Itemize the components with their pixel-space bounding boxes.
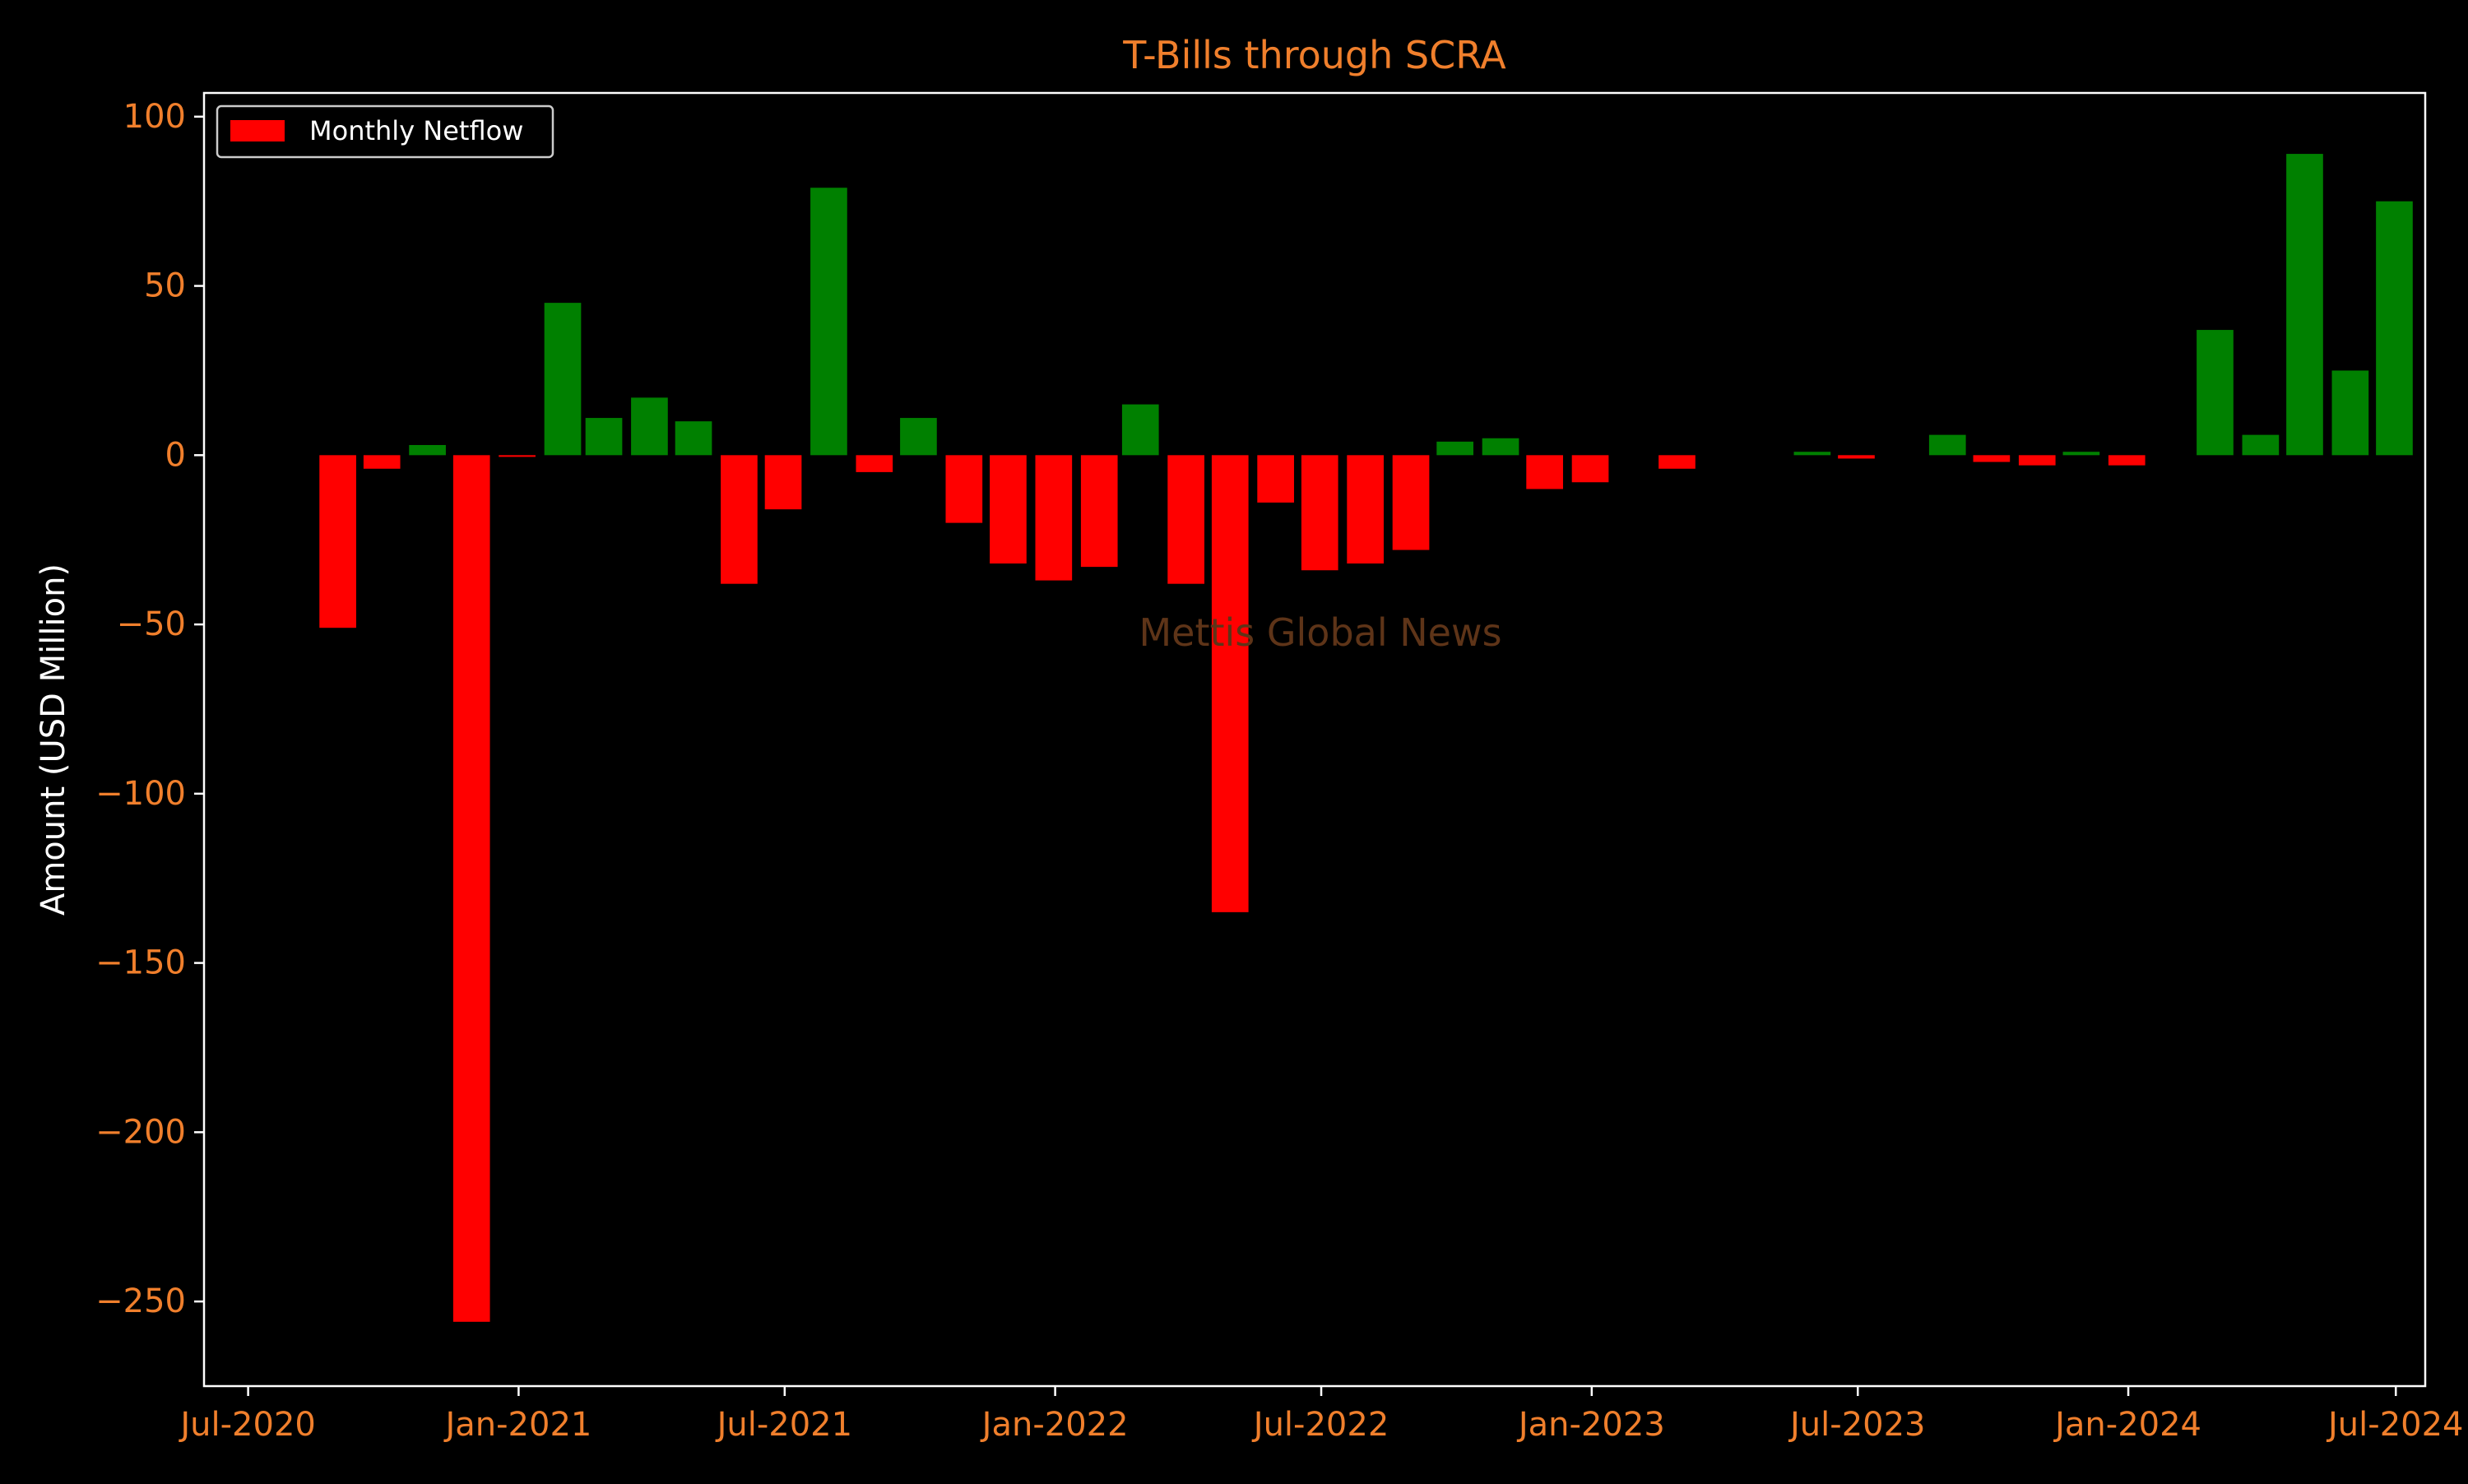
bar-2024-02-29 [2197,330,2234,456]
bar-2023-06-30 [1838,455,1875,459]
bar-2022-03-31 [1167,455,1204,584]
bar-2022-04-30 [1211,455,1249,912]
x-tick-label: Jul-2020 [178,1406,316,1444]
legend-box [216,104,554,159]
y-tick-label: 100 [123,98,186,136]
bar-2022-06-30 [1301,455,1338,571]
x-tick-label: Jan-2023 [1516,1406,1665,1444]
bar-2022-10-31 [1482,438,1519,456]
bar-2020-08-31 [319,455,356,628]
x-tick-label: Jul-2024 [2326,1406,2464,1444]
chart-title: T-Bills through SCRA [1122,33,1506,77]
bar-2023-02-28 [1658,455,1696,469]
legend-label: Monthly Netflow [309,115,523,146]
bar-2021-07-31 [810,188,847,456]
bar-2023-09-30 [1973,455,2011,462]
legend: Monthly Netflow [216,104,554,159]
y-ticks-group: 100 50 0 −50 −100 −150 −200 −250 [95,98,204,1320]
bar-2022-12-31 [1571,455,1609,483]
x-tick-label: Jul-2022 [1251,1406,1389,1444]
bar-2021-10-31 [945,455,983,523]
y-tick-label: −100 [95,775,186,813]
bar-2024-06-30 [2376,201,2413,456]
legend-swatch [230,120,285,141]
y-tick-label: −200 [95,1113,186,1151]
x-tick-label: Jan-2024 [2053,1406,2201,1444]
bar-2022-07-31 [1347,455,1384,564]
bar-2021-03-31 [631,397,668,456]
bar-2022-02-28 [1121,404,1159,456]
bar-2024-03-31 [2242,434,2280,456]
bar-2024-05-31 [2331,370,2369,456]
bar-2023-11-30 [2062,452,2100,456]
bar-2020-09-30 [363,455,401,469]
bar-2020-11-30 [452,455,490,1322]
bar-2021-05-31 [721,455,758,584]
x-tick-label: Jul-2023 [1788,1406,1926,1444]
x-ticks-group: Jul-2020 Jan-2021 Jul-2021 Jan-2022 Jul-2022… [178,1386,2464,1444]
bar-2023-12-31 [2108,455,2146,466]
x-tick-label: Jan-2022 [980,1406,1129,1444]
y-tick-label: 0 [165,436,186,474]
bar-2020-10-31 [409,444,446,456]
bars-group [319,154,2413,1322]
bar-2021-04-30 [675,421,712,456]
bar-2021-01-31 [544,303,582,456]
y-axis-label: Amount (USD Million) [35,563,72,916]
bar-2023-08-31 [1928,434,1966,456]
bar-2023-05-31 [1793,452,1831,456]
bar-2022-09-30 [1436,441,1473,456]
plot-frame [202,91,2427,1388]
y-tick-label: −150 [95,944,186,982]
watermark-annotation: Mettis Global News [1139,610,1501,655]
y-tick-label: −250 [95,1282,186,1320]
bar-2024-04-30 [2286,154,2323,456]
bar-2021-08-31 [856,455,893,472]
x-tick-label: Jul-2021 [715,1406,853,1444]
bar-2023-10-31 [2018,455,2056,466]
y-tick-label: −50 [117,605,186,643]
y-tick-label: 50 [144,267,186,305]
bar-2022-08-31 [1392,455,1430,550]
x-tick-label: Jan-2021 [443,1406,591,1444]
bar-2022-11-30 [1526,455,1563,489]
bar-2022-01-31 [1080,455,1118,568]
bar-2021-11-30 [990,455,1027,564]
bar-2020-12-31 [499,455,536,457]
bar-2021-02-28 [585,418,623,456]
bar-2021-06-30 [764,455,802,510]
bar-2021-12-31 [1035,455,1073,581]
bar-2021-09-30 [900,418,937,456]
bar-2022-05-31 [1257,455,1294,503]
